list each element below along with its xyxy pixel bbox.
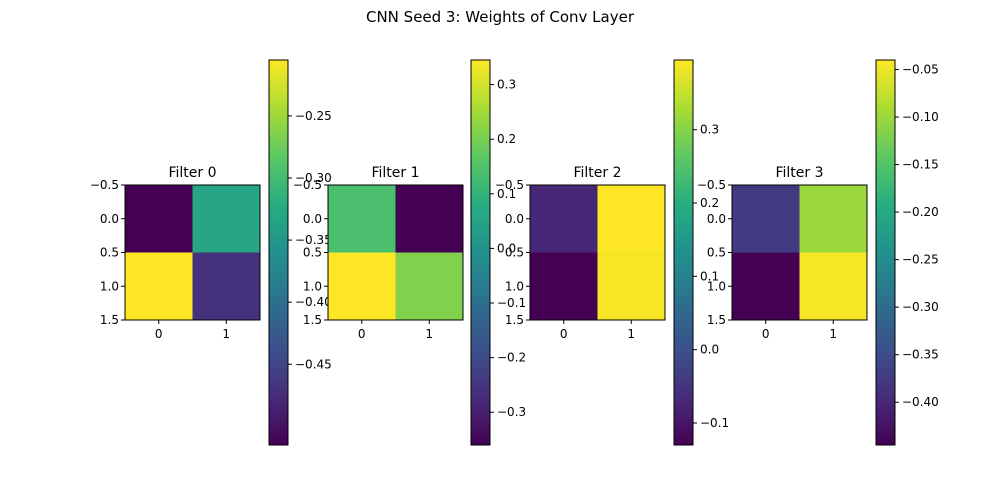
- colorbar-tick-label: −0.35: [295, 233, 332, 247]
- y-tick-label: −0.5: [90, 178, 119, 192]
- heatmap-cell-r1-c1: [597, 252, 666, 321]
- y-tick-label: 0.5: [707, 246, 726, 260]
- heatmap-cell-r0-c0: [125, 185, 193, 253]
- colorbar-tick-label: −0.1: [497, 296, 526, 310]
- heatmap-cell-r1-c0: [530, 252, 598, 321]
- colorbar-tick-label: 0.0: [497, 241, 516, 255]
- heatmap-cell-r0-c1: [395, 185, 464, 253]
- heatmap-cell-r1-c0: [732, 252, 800, 321]
- y-tick-label: 1.5: [100, 313, 119, 327]
- colorbar: [875, 59, 896, 446]
- y-tick-label: 1.0: [100, 279, 119, 293]
- colorbar-tick-label: −0.1: [700, 416, 729, 430]
- heatmap-cell-r0-c1: [597, 185, 666, 253]
- colorbar-tick-label: −0.40: [295, 295, 332, 309]
- colorbar-tick-label: −0.20: [902, 205, 939, 219]
- colorbar: [268, 59, 289, 446]
- y-tick-label: 0.0: [707, 212, 726, 226]
- colorbar-tick-label: −0.30: [295, 171, 332, 185]
- colorbar-tick-label: −0.2: [497, 351, 526, 365]
- panel-title: Filter 2: [573, 165, 621, 181]
- colorbar-tick-label: −0.25: [295, 109, 332, 123]
- panel-title: Filter 1: [371, 165, 419, 181]
- heatmap-cell-r1-c0: [328, 252, 396, 321]
- heatmap-cell-r0-c0: [732, 185, 800, 253]
- colorbar-tick-label: −0.35: [902, 348, 939, 362]
- x-tick-label: 1: [425, 327, 433, 341]
- colorbar-tick-label: 0.0: [700, 343, 719, 357]
- y-tick-label: 1.0: [505, 279, 524, 293]
- x-tick-label: 1: [829, 327, 837, 341]
- figure-title: CNN Seed 3: Weights of Conv Layer: [366, 8, 635, 26]
- colorbar-tick-label: 0.2: [700, 196, 719, 210]
- heatmap-cell-r0-c1: [192, 185, 261, 253]
- heatmap-cell-r0-c0: [530, 185, 598, 253]
- panel-1: Filter 10 1−0.50.00.51.01.50.30.20.10.0−0…: [293, 59, 526, 446]
- panel-title: Filter 3: [775, 165, 823, 181]
- colorbar-tick-label: −0.45: [295, 357, 332, 371]
- y-tick-label: 0.0: [505, 212, 524, 226]
- panels-layer: Filter 00 1−0.50.00.51.01.5−0.25−0.30−0.3…: [90, 59, 939, 446]
- colorbar-tick-label: −0.40: [902, 395, 939, 409]
- y-tick-label: 0.0: [303, 212, 322, 226]
- colorbar: [673, 59, 694, 446]
- y-tick-label: 1.5: [303, 313, 322, 327]
- y-tick-label: 1.0: [303, 279, 322, 293]
- heatmap-cell-r1-c0: [125, 252, 193, 321]
- heatmap-cell-r1-c1: [799, 252, 868, 321]
- panel-2: Filter 20 1−0.50.00.51.01.50.30.20.10.0−0…: [495, 59, 729, 446]
- colorbar-tick-label: 0.1: [700, 269, 719, 283]
- y-tick-label: 0.0: [100, 212, 119, 226]
- x-tick-label: 0: [358, 327, 366, 341]
- y-tick-label: −0.5: [495, 178, 524, 192]
- colorbar-tick-label: 0.3: [497, 78, 516, 92]
- heatmap-cell-r0-c0: [328, 185, 396, 253]
- y-tick-label: 0.5: [100, 246, 119, 260]
- colorbar: [470, 59, 491, 446]
- heatmap-cell-r1-c1: [192, 252, 261, 321]
- colorbar-tick-label: 0.2: [497, 132, 516, 146]
- colorbar-tick-label: 0.1: [497, 187, 516, 201]
- heatmap-cell-r1-c1: [395, 252, 464, 321]
- panel-3: Filter 3 0 1 −0.5 0.0 0.5 1.0 1.5 −0.05 −0.10 −0.1…: [697, 59, 939, 446]
- x-tick-label: 0: [762, 327, 770, 341]
- heatmap-cell-r0-c1: [799, 185, 868, 253]
- colorbar-tick-label: −0.30: [902, 300, 939, 314]
- y-tick-label: 1.5: [505, 313, 524, 327]
- y-tick-label: 0.5: [505, 246, 524, 260]
- colorbar-tick-label: −0.3: [497, 405, 526, 419]
- x-tick-label: 1: [222, 327, 230, 341]
- colorbar-tick-label: −0.25: [902, 253, 939, 267]
- y-tick-label: 0.5: [303, 246, 322, 260]
- y-tick-label: −0.5: [293, 178, 322, 192]
- y-tick-label: 1.5: [707, 313, 726, 327]
- x-tick-label: 0: [155, 327, 163, 341]
- colorbar-tick-label: 0.3: [700, 123, 719, 137]
- colorbar-tick-label: −0.10: [902, 110, 939, 124]
- x-tick-label: 1: [627, 327, 635, 341]
- colorbar-tick-label: −0.05: [902, 63, 939, 77]
- y-tick-label: 1.0: [707, 279, 726, 293]
- colorbar-tick-label: −0.15: [902, 158, 939, 172]
- x-tick-label: 0: [560, 327, 568, 341]
- y-tick-label: −0.5: [697, 178, 726, 192]
- panel-title: Filter 0: [168, 165, 216, 181]
- panel-0: Filter 0 0 1 −0.5 0.0 0.5 1.0 1.5 −0.25 −0.30 −0.3…: [90, 59, 332, 446]
